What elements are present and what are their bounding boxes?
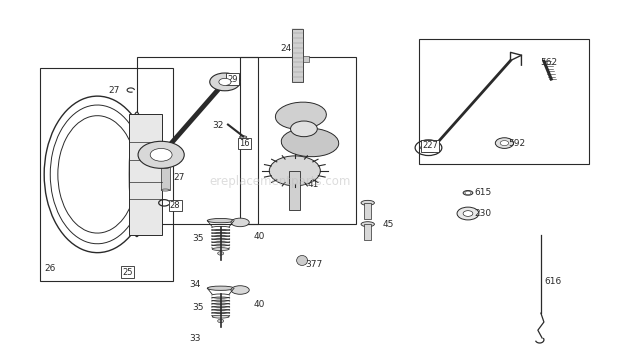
Circle shape [457,207,479,220]
Text: 40: 40 [254,232,265,241]
Text: 377: 377 [305,260,322,269]
Ellipse shape [275,102,326,129]
Text: 27: 27 [174,174,185,183]
Text: 562: 562 [540,58,557,67]
Circle shape [291,121,317,137]
Bar [364,224,371,240]
Ellipse shape [212,248,229,250]
Text: 25: 25 [123,268,133,277]
Circle shape [465,191,471,195]
Text: 32: 32 [212,121,223,130]
Ellipse shape [129,112,144,237]
Text: 26: 26 [44,264,56,273]
Text: 29: 29 [227,74,237,83]
Circle shape [210,73,240,91]
Ellipse shape [207,286,234,290]
Ellipse shape [161,166,170,168]
Text: 615: 615 [474,188,492,197]
Text: 27: 27 [108,86,120,95]
Text: 35: 35 [192,234,204,243]
Text: 28: 28 [170,201,180,210]
Bar [290,171,300,210]
Text: 616: 616 [544,277,562,286]
Ellipse shape [207,219,234,223]
Bar [161,167,170,190]
Circle shape [269,156,321,186]
Text: 40: 40 [254,300,265,309]
Text: 16: 16 [239,139,250,148]
Ellipse shape [161,189,170,191]
Ellipse shape [296,256,308,265]
Ellipse shape [361,222,374,227]
Ellipse shape [218,319,224,323]
Text: 45: 45 [382,220,394,229]
Ellipse shape [231,218,249,227]
Circle shape [495,138,513,148]
Bar [240,57,355,224]
Text: 227: 227 [422,142,438,150]
Text: 33: 33 [189,334,200,343]
Circle shape [500,140,508,146]
Bar [137,57,259,224]
Text: 34: 34 [189,280,200,289]
Bar [303,56,309,62]
Ellipse shape [361,200,374,205]
Bar [364,203,371,219]
Circle shape [463,211,473,216]
Text: ereplacementparts.com: ereplacementparts.com [209,175,350,188]
Ellipse shape [463,191,473,195]
Circle shape [150,148,172,161]
Bar [292,29,303,82]
FancyBboxPatch shape [129,114,162,235]
Ellipse shape [218,252,224,255]
Text: 35: 35 [192,303,204,312]
Text: 41: 41 [308,180,319,189]
Ellipse shape [212,315,229,318]
Bar [40,68,173,281]
Text: 592: 592 [508,139,525,148]
Ellipse shape [239,136,247,138]
Circle shape [219,78,231,85]
Circle shape [138,141,184,168]
Bar [419,39,590,164]
Text: 230: 230 [474,209,492,218]
Ellipse shape [281,128,339,157]
Text: 24: 24 [280,44,291,53]
Ellipse shape [231,286,249,294]
